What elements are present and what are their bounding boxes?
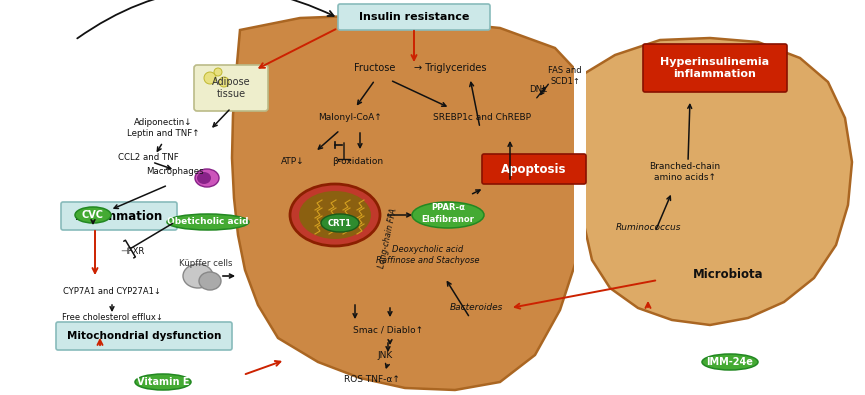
Text: Adiponectin↓
Leptin and TNF↑: Adiponectin↓ Leptin and TNF↑ (127, 118, 199, 138)
Text: Branched-chain
amino acids↑: Branched-chain amino acids↑ (650, 162, 721, 182)
Ellipse shape (183, 264, 213, 288)
Text: FAS and
SCD1↑: FAS and SCD1↑ (548, 66, 582, 86)
Polygon shape (574, 55, 586, 335)
Text: PPAR-α: PPAR-α (431, 203, 465, 213)
Ellipse shape (167, 214, 249, 230)
Text: Ruminococcus: Ruminococcus (615, 224, 681, 233)
Ellipse shape (197, 172, 211, 184)
FancyBboxPatch shape (338, 4, 490, 30)
FancyArrowPatch shape (77, 0, 334, 38)
Ellipse shape (290, 184, 380, 246)
Circle shape (219, 77, 229, 87)
Ellipse shape (702, 354, 758, 370)
Text: DNL: DNL (529, 85, 547, 94)
Text: CYP7A1 and CYP27A1↓: CYP7A1 and CYP27A1↓ (63, 288, 161, 297)
Text: SREBP1c and ChREBP: SREBP1c and ChREBP (433, 113, 531, 122)
Text: Fructose: Fructose (355, 63, 395, 73)
Ellipse shape (412, 202, 484, 228)
Polygon shape (580, 38, 852, 325)
Text: Free cholesterol efflux↓: Free cholesterol efflux↓ (61, 314, 163, 322)
Text: Küpffer cells: Küpffer cells (179, 260, 233, 269)
Text: → Triglycerides: → Triglycerides (413, 63, 486, 73)
Text: ROS TNF-α↑: ROS TNF-α↑ (344, 376, 400, 384)
Ellipse shape (321, 214, 359, 232)
Ellipse shape (299, 191, 371, 239)
FancyBboxPatch shape (194, 65, 268, 111)
FancyBboxPatch shape (482, 154, 586, 184)
Text: Inflammation: Inflammation (75, 209, 163, 222)
Text: Insulin resistance: Insulin resistance (359, 12, 469, 22)
Text: Smac / Diablo↑: Smac / Diablo↑ (353, 325, 423, 335)
Text: Obeticholic acid: Obeticholic acid (167, 218, 249, 226)
Text: Malonyl-CoA↑: Malonyl-CoA↑ (318, 113, 381, 122)
Polygon shape (232, 15, 595, 390)
Text: β-oxidation: β-oxidation (332, 158, 383, 167)
Text: CVC: CVC (82, 210, 104, 220)
Text: ⊣FXR: ⊣FXR (120, 248, 144, 256)
Text: Macrophages: Macrophages (146, 167, 204, 177)
Text: Hyperinsulinemia
inflammation: Hyperinsulinemia inflammation (661, 57, 770, 79)
FancyBboxPatch shape (61, 202, 177, 230)
Text: Microbiota: Microbiota (693, 269, 763, 282)
Text: Adipose
tissue: Adipose tissue (212, 77, 250, 99)
Text: Elafibranor: Elafibranor (421, 216, 474, 224)
FancyBboxPatch shape (643, 44, 787, 92)
FancyBboxPatch shape (56, 322, 232, 350)
Ellipse shape (195, 169, 219, 187)
Text: CRT1: CRT1 (328, 218, 352, 228)
Text: Bacteroides: Bacteroides (449, 303, 503, 312)
Circle shape (214, 68, 222, 76)
Text: Vitamin E: Vitamin E (137, 377, 189, 387)
Ellipse shape (135, 374, 191, 390)
Text: CCL2 and TNF: CCL2 and TNF (118, 154, 178, 162)
Text: Deoxycholic acid
Raffinose and Stachyose: Deoxycholic acid Raffinose and Stachyose (376, 245, 480, 265)
Text: JNK: JNK (377, 350, 393, 359)
Text: Mitochondrial dysfunction: Mitochondrial dysfunction (67, 331, 221, 341)
Ellipse shape (199, 272, 221, 290)
Text: Apoptosis: Apoptosis (501, 162, 567, 175)
Text: ATP↓: ATP↓ (281, 158, 304, 167)
Circle shape (204, 72, 216, 84)
Text: IMM-24e: IMM-24e (707, 357, 753, 367)
Ellipse shape (75, 207, 111, 223)
Text: Long-chain FFA: Long-chain FFA (377, 207, 399, 269)
